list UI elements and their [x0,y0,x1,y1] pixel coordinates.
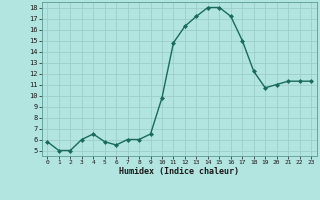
X-axis label: Humidex (Indice chaleur): Humidex (Indice chaleur) [119,167,239,176]
